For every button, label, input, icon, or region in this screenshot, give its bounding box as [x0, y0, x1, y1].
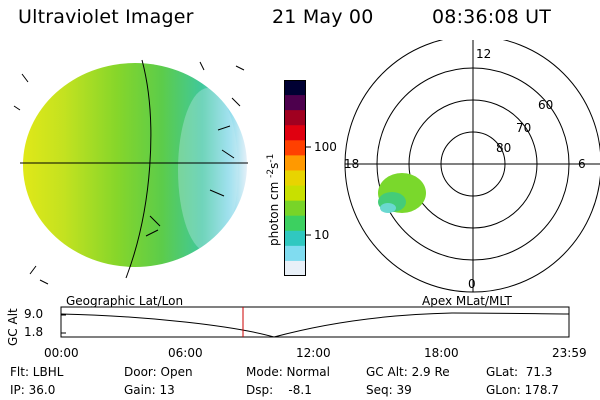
mlt-label-6: 6 — [578, 157, 586, 171]
color-scale-segment — [284, 125, 306, 141]
grid-lines — [13, 59, 248, 285]
mlt-label-0: 0 — [468, 277, 476, 291]
colorbar-unit-label: photon cm -2s-1 — [266, 153, 281, 246]
time-tick-1200: 12:00 — [296, 346, 331, 360]
status-seq: Seq: 39 — [366, 383, 412, 397]
altitude-curve — [60, 312, 570, 338]
color-scale-segment — [284, 170, 306, 187]
status-mode: Mode: Normal — [246, 365, 330, 379]
polar-grid — [344, 40, 600, 293]
status-glon: GLon: 178.7 — [486, 383, 559, 397]
color-scale-segment — [284, 245, 306, 262]
colorbar-tick-10: 10 — [314, 228, 330, 242]
status-dsp: Dsp: -8.1 — [246, 383, 312, 397]
time-tick-0600: 06:00 — [168, 346, 203, 360]
color-scale-segment — [284, 230, 306, 247]
status-door: Door: Open — [124, 365, 193, 379]
color-scale-ticks — [306, 146, 311, 236]
date-label: 21 May 00 — [272, 6, 374, 28]
earth-image — [13, 59, 248, 285]
status-gain: Gain: 13 — [124, 383, 175, 397]
color-scale-bar — [284, 80, 306, 277]
time-tick-0000: 00:00 — [44, 346, 79, 360]
color-scale-segment — [284, 95, 306, 111]
color-scale-segment — [284, 200, 306, 217]
status-gc-alt: GC Alt: 2.9 Re — [366, 365, 450, 379]
color-scale-segment — [284, 80, 306, 96]
instrument-title: Ultraviolet Imager — [18, 6, 194, 28]
polar-plot: 12 18 6 0 60 70 80 — [344, 40, 600, 293]
timeline-y-min: 1.8 — [24, 325, 44, 339]
timeline-axis-title: GC Alt — [6, 308, 20, 346]
lat-label-80: 80 — [496, 141, 511, 155]
color-scale-segment — [284, 185, 306, 202]
status-ip: IP: 36.0 — [10, 383, 56, 397]
time-tick-1800: 18:00 — [424, 346, 459, 360]
timeline-left-label: Geographic Lat/Lon — [66, 294, 184, 308]
color-scale-border — [284, 80, 306, 276]
color-scale-segment — [284, 110, 306, 126]
mlt-label-18: 18 — [344, 157, 359, 171]
lat-label-60: 60 — [538, 98, 553, 112]
status-glat: GLat: 71.3 — [486, 365, 553, 379]
mlt-label-12: 12 — [476, 47, 491, 61]
color-scale-segment — [284, 155, 306, 172]
lat-label-70: 70 — [516, 121, 531, 135]
time-tick-2359: 23:59 — [552, 346, 587, 360]
timeline-right-label: Apex MLat/MLT — [422, 294, 512, 308]
status-flt: Flt: LBHL — [10, 365, 64, 379]
auroral-oval — [378, 173, 426, 213]
color-scale-segment — [284, 260, 306, 277]
colorbar-tick-100: 100 — [314, 140, 337, 154]
color-scale-segment — [284, 140, 306, 156]
time-label: 08:36:08 UT — [432, 6, 552, 28]
timeline-y-max: 9.0 — [24, 307, 44, 321]
earth-disk — [23, 63, 247, 267]
color-scale-segment — [284, 215, 306, 232]
altitude-timeline — [60, 306, 570, 338]
